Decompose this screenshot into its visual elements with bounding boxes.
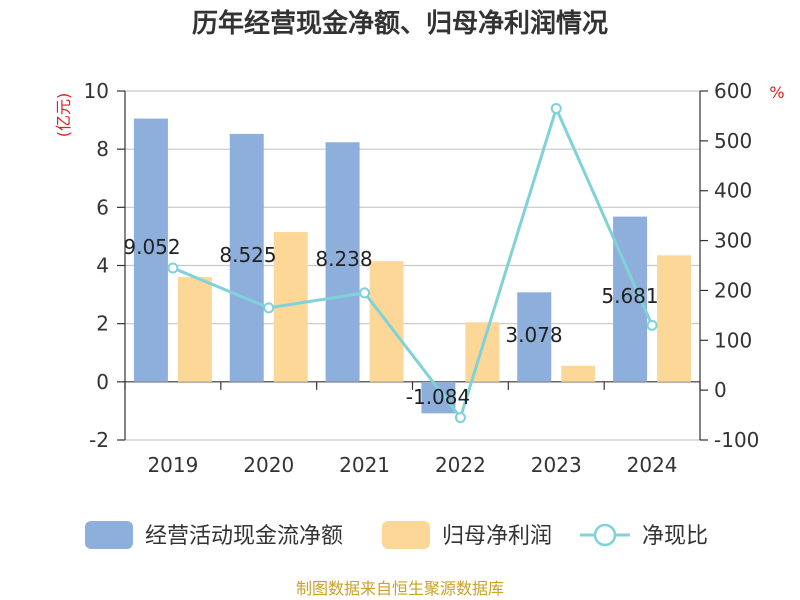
left-tick-label: 6	[96, 195, 109, 219]
cash-flow-bar	[325, 142, 360, 382]
source-note: 制图数据来自恒生聚源数据库	[296, 579, 504, 598]
cash-flow-data-label: 5.681	[601, 284, 658, 308]
ratio-point	[550, 102, 562, 114]
right-tick-label: 200	[714, 278, 752, 302]
x-tick-label: 2024	[627, 453, 678, 477]
left-axis-unit: (亿元)	[54, 93, 73, 138]
legend-swatch-net-profit	[382, 521, 430, 549]
left-tick-label: 0	[96, 370, 109, 394]
right-tick-label: 600	[714, 79, 752, 103]
right-tick-label: 100	[714, 328, 752, 352]
left-tick-label: 8	[96, 137, 109, 161]
right-tick-label: 300	[714, 229, 752, 253]
cash-flow-data-label: 8.238	[315, 247, 372, 271]
cash-flow-data-label: 8.525	[219, 243, 276, 267]
left-tick-label: -2	[89, 428, 109, 452]
ratio-point	[454, 412, 466, 424]
left-tick-label: 4	[96, 254, 109, 278]
axes	[117, 90, 708, 441]
right-tick-label: 500	[714, 129, 752, 153]
left-tick-label: 10	[84, 79, 109, 103]
legend-label-cash-flow: 经营活动现金流净额	[145, 524, 343, 549]
legend-swatch-cash-flow	[85, 521, 133, 549]
cash-flow-bar	[133, 118, 168, 382]
cash-flow-data-label: 9.052	[123, 235, 180, 259]
ratio-line-series	[167, 102, 658, 424]
ratio-line	[172, 104, 654, 421]
grid-lines	[125, 90, 700, 441]
legend-label-ratio: 净现比	[642, 524, 708, 549]
right-axis-unit: %	[769, 83, 784, 102]
ratio-point	[263, 302, 275, 314]
x-tick-label: 2019	[147, 453, 198, 477]
data-labels: 9.052 8.525 8.238 -1.084 3.078 5.681	[123, 235, 658, 409]
cash-flow-data-label: -1.084	[406, 385, 470, 409]
right-tick-label: -100	[714, 428, 759, 452]
net-profit-bar	[177, 277, 212, 382]
right-tick-label: 400	[714, 179, 752, 203]
net-profit-bar	[561, 365, 596, 382]
ratio-point	[167, 262, 179, 274]
net-profit-bar	[465, 322, 500, 382]
legend-marker-ratio	[593, 523, 617, 547]
cash-flow-data-label: 3.078	[505, 323, 562, 347]
chart-title: 历年经营现金净额、归母净利润情况	[192, 8, 608, 39]
net-profit-bar	[657, 255, 692, 382]
cash-flow-bar	[229, 133, 264, 382]
x-tick-label: 2023	[531, 453, 582, 477]
x-tick-label: 2021	[339, 453, 390, 477]
left-tick-label: 2	[96, 312, 109, 336]
cash-flow-bar	[517, 292, 552, 382]
ratio-point	[646, 319, 658, 331]
legend: 经营活动现金流净额 归母净利润 净现比	[85, 521, 708, 549]
x-tick-label: 2020	[243, 453, 294, 477]
legend-label-net-profit: 归母净利润	[442, 524, 552, 549]
bars	[133, 118, 692, 414]
right-tick-label: 0	[714, 378, 727, 402]
ratio-point	[359, 287, 371, 299]
x-tick-label: 2022	[435, 453, 486, 477]
tick-labels: -2 0 2 4 6 8 10 -100 0 100 200 300 400 500 600 2019 2020…	[84, 79, 760, 477]
